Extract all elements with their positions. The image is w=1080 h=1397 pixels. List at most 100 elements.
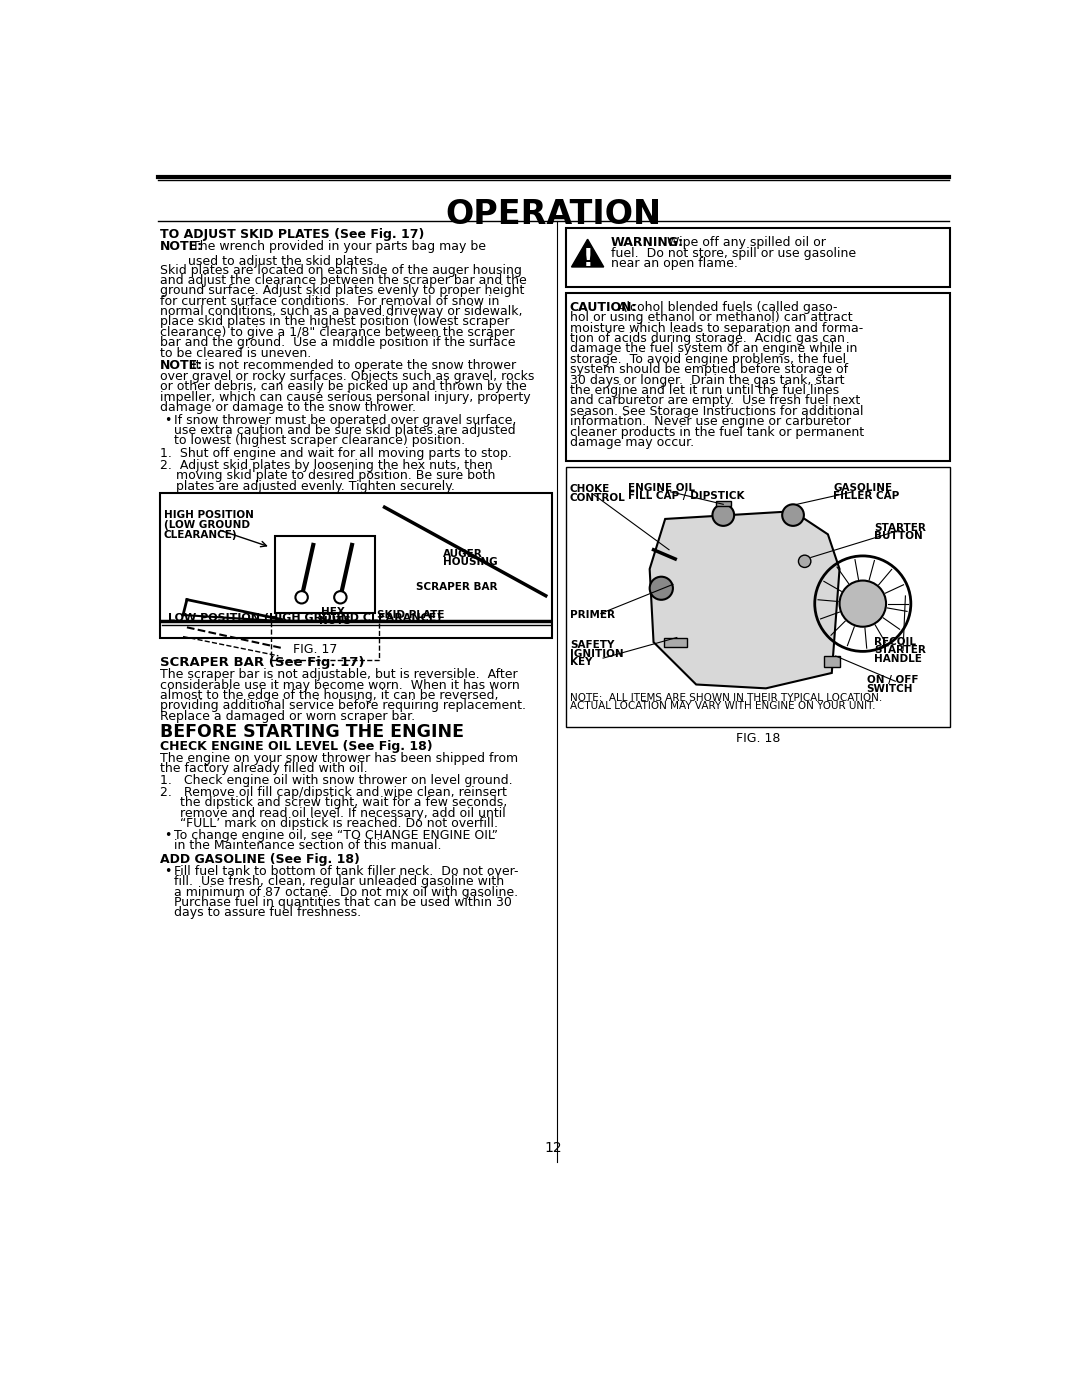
Bar: [716, 502, 731, 506]
Text: Purchase fuel in quantities that can be used within 30: Purchase fuel in quantities that can be …: [174, 895, 512, 909]
Text: (LOW GROUND: (LOW GROUND: [164, 520, 249, 531]
Text: the factory already filled with oil.: the factory already filled with oil.: [160, 763, 367, 775]
Bar: [824, 657, 839, 666]
Text: for current surface conditions.  For removal of snow in: for current surface conditions. For remo…: [160, 295, 499, 307]
Text: hol or using ethanol or methanol) can attract: hol or using ethanol or methanol) can at…: [570, 312, 852, 324]
Text: 1.  Shut off engine and wait for all moving parts to stop.: 1. Shut off engine and wait for all movi…: [160, 447, 512, 460]
Text: use extra caution and be sure skid plates are adjusted: use extra caution and be sure skid plate…: [174, 425, 515, 437]
Text: over gravel or rocky surfaces. Objects such as gravel, rocks: over gravel or rocky surfaces. Objects s…: [160, 370, 535, 383]
Text: to lowest (highest scraper clearance) position.: to lowest (highest scraper clearance) po…: [174, 434, 464, 447]
Text: plates are adjusted evenly. Tighten securely.: plates are adjusted evenly. Tighten secu…: [160, 481, 455, 493]
Bar: [566, 229, 950, 286]
Text: SAFETY: SAFETY: [570, 640, 615, 651]
Text: system should be emptied before storage of: system should be emptied before storage …: [570, 363, 848, 376]
Text: 2.   Remove oil fill cap/dipstick and wipe clean, reinsert: 2. Remove oil fill cap/dipstick and wipe…: [160, 787, 507, 799]
Text: ENGINE OIL: ENGINE OIL: [627, 482, 694, 493]
Text: remove and read oil level. If necessary, add oil until: remove and read oil level. If necessary,…: [160, 806, 505, 820]
Text: 12: 12: [544, 1141, 563, 1155]
Text: RECOIL: RECOIL: [875, 637, 916, 647]
Text: FIG. 17: FIG. 17: [293, 643, 337, 655]
Text: FILLER CAP: FILLER CAP: [834, 490, 900, 502]
Text: and adjust the clearance between the scraper bar and the: and adjust the clearance between the scr…: [160, 274, 527, 286]
Text: If snow thrower must be operated over gravel surface,: If snow thrower must be operated over gr…: [174, 414, 516, 426]
Polygon shape: [571, 239, 604, 267]
Text: Wipe off any spilled oil or: Wipe off any spilled oil or: [659, 236, 826, 249]
Text: BUTTON: BUTTON: [875, 531, 923, 541]
Text: Replace a damaged or worn scraper bar.: Replace a damaged or worn scraper bar.: [160, 710, 415, 722]
Text: It is not recommended to operate the snow thrower: It is not recommended to operate the sno…: [188, 359, 516, 373]
Text: Fill fuel tank to bottom of tank filler neck.  Do not over-: Fill fuel tank to bottom of tank filler …: [174, 865, 518, 877]
Text: BEFORE STARTING THE ENGINE: BEFORE STARTING THE ENGINE: [160, 724, 463, 742]
Text: •: •: [164, 865, 172, 877]
Text: OPERATION: OPERATION: [445, 197, 662, 231]
Text: moving skid plate to desired position. Be sure both: moving skid plate to desired position. B…: [160, 469, 495, 482]
Text: 1.   Check engine oil with snow thrower on level ground.: 1. Check engine oil with snow thrower on…: [160, 774, 512, 787]
Text: SKID PLATE: SKID PLATE: [377, 610, 444, 620]
Text: HANDLE: HANDLE: [875, 654, 922, 664]
Text: SWITCH: SWITCH: [866, 683, 913, 693]
Text: storage.  To avoid engine problems, the fuel: storage. To avoid engine problems, the f…: [570, 353, 846, 366]
Polygon shape: [650, 511, 839, 689]
Text: HIGH POSITION: HIGH POSITION: [164, 510, 254, 520]
Circle shape: [334, 591, 347, 604]
Text: damage or damage to the snow thrower.: damage or damage to the snow thrower.: [160, 401, 416, 414]
Text: NOTE:  ALL ITEMS ARE SHOWN IN THEIR TYPICAL LOCATION.: NOTE: ALL ITEMS ARE SHOWN IN THEIR TYPIC…: [570, 693, 882, 703]
Text: tion of acids during storage.  Acidic gas can: tion of acids during storage. Acidic gas…: [570, 332, 845, 345]
Text: WARNING:: WARNING:: [611, 236, 684, 249]
Text: place skid plates in the highest position (lowest scraper: place skid plates in the highest positio…: [160, 316, 510, 328]
Text: fuel.  Do not store, spill or use gasoline: fuel. Do not store, spill or use gasolin…: [611, 246, 856, 260]
Text: or other debris, can easily be picked up and thrown by the: or other debris, can easily be picked up…: [160, 380, 527, 393]
Text: Skid plates are located on each side of the auger housing: Skid plates are located on each side of …: [160, 264, 522, 277]
Text: the dipstick and screw tight, wait for a few seconds,: the dipstick and screw tight, wait for a…: [160, 796, 507, 809]
Bar: [160, 493, 552, 638]
Text: •: •: [164, 414, 172, 426]
Text: 30 days or longer.  Drain the gas tank, start: 30 days or longer. Drain the gas tank, s…: [570, 373, 845, 387]
Text: NOTE:: NOTE:: [160, 359, 203, 373]
Circle shape: [296, 591, 308, 604]
Text: ACTUAL LOCATION MAY VARY WITH ENGINE ON YOUR UNIT.: ACTUAL LOCATION MAY VARY WITH ENGINE ON …: [570, 701, 875, 711]
Text: To change engine oil, see “TO CHANGE ENGINE OIL”: To change engine oil, see “TO CHANGE ENG…: [174, 828, 498, 842]
Bar: [274, 535, 375, 613]
Text: FIG. 18: FIG. 18: [735, 732, 780, 745]
Text: IGNITION: IGNITION: [570, 648, 623, 659]
Text: days to assure fuel freshness.: days to assure fuel freshness.: [174, 907, 361, 919]
Text: GASOLINE: GASOLINE: [834, 482, 892, 493]
Text: ON / OFF: ON / OFF: [866, 675, 918, 685]
Text: almost to the edge of the housing, it can be reversed,: almost to the edge of the housing, it ca…: [160, 689, 498, 701]
Text: SCRAPER BAR (See Fig. 17): SCRAPER BAR (See Fig. 17): [160, 657, 364, 669]
Circle shape: [782, 504, 804, 525]
Text: in the Maintenance section of this manual.: in the Maintenance section of this manua…: [174, 840, 442, 852]
Text: KEY: KEY: [570, 658, 592, 668]
Text: HEX: HEX: [321, 608, 345, 617]
Text: “FULL’ mark on dipstick is reached. Do not overfill.: “FULL’ mark on dipstick is reached. Do n…: [160, 817, 498, 830]
Text: season. See Storage Instructions for additional: season. See Storage Instructions for add…: [570, 405, 863, 418]
Text: The scraper bar is not adjustable, but is reversible.  After: The scraper bar is not adjustable, but i…: [160, 668, 517, 682]
Text: AUGER: AUGER: [443, 549, 483, 559]
Text: damage the fuel system of an engine while in: damage the fuel system of an engine whil…: [570, 342, 858, 355]
Bar: [663, 637, 687, 647]
Text: HOUSING: HOUSING: [443, 557, 497, 567]
Text: •: •: [164, 828, 172, 842]
Text: providing additional service before requiring replacement.: providing additional service before requ…: [160, 700, 526, 712]
Text: a minimum of 87 octane.  Do not mix oil with gasoline.: a minimum of 87 octane. Do not mix oil w…: [174, 886, 518, 898]
Text: normal conditions, such as a paved driveway or sidewalk,: normal conditions, such as a paved drive…: [160, 305, 523, 319]
Text: impeller, which can cause serious personal injury, property: impeller, which can cause serious person…: [160, 391, 530, 404]
Text: ground surface. Adjust skid plates evenly to proper height: ground surface. Adjust skid plates evenl…: [160, 285, 524, 298]
Text: NOTE:: NOTE:: [160, 240, 203, 253]
Text: PRIMER: PRIMER: [570, 609, 615, 620]
Text: LOW POSITION (HIGH GROUND CLEARANCE): LOW POSITION (HIGH GROUND CLEARANCE): [167, 613, 441, 623]
Text: STARTER: STARTER: [875, 522, 927, 532]
Circle shape: [713, 504, 734, 525]
Text: The wrench provided in your parts bag may be
used to adjust the skid plates.: The wrench provided in your parts bag ma…: [188, 240, 486, 268]
Bar: [566, 467, 950, 728]
Circle shape: [650, 577, 673, 599]
Text: TO ADJUST SKID PLATES (See Fig. 17): TO ADJUST SKID PLATES (See Fig. 17): [160, 229, 424, 242]
Text: ADD GASOLINE (See Fig. 18): ADD GASOLINE (See Fig. 18): [160, 854, 360, 866]
Bar: [566, 293, 950, 461]
Text: near an open flame.: near an open flame.: [611, 257, 738, 270]
Text: !: !: [582, 247, 593, 271]
Text: The engine on your snow thrower has been shipped from: The engine on your snow thrower has been…: [160, 752, 518, 764]
Text: STARTER: STARTER: [875, 645, 927, 655]
Text: the engine and let it run until the fuel lines: the engine and let it run until the fuel…: [570, 384, 839, 397]
Text: damage may occur.: damage may occur.: [570, 436, 694, 448]
